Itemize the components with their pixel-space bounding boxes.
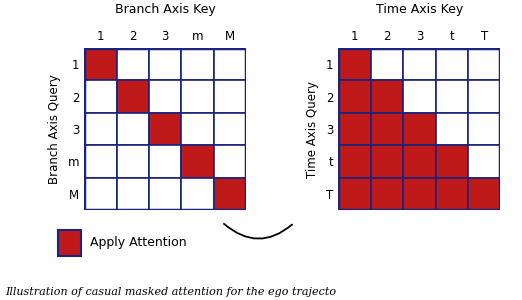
Bar	[149, 80, 182, 113]
Bar	[116, 113, 149, 145]
Title: Time Axis Key: Time Axis Key	[376, 4, 463, 16]
Bar	[149, 178, 182, 210]
Bar	[84, 145, 116, 178]
Bar	[116, 178, 149, 210]
Bar	[468, 145, 501, 178]
Bar	[403, 48, 436, 80]
Bar	[182, 48, 214, 80]
Bar	[182, 145, 214, 178]
Bar	[371, 145, 403, 178]
Title: Branch Axis Key: Branch Axis Key	[115, 4, 216, 16]
Bar	[84, 178, 116, 210]
Bar	[214, 80, 246, 113]
Bar	[214, 113, 246, 145]
Bar	[468, 113, 501, 145]
Bar	[84, 80, 116, 113]
Bar	[403, 113, 436, 145]
Bar	[84, 48, 116, 80]
Bar	[214, 48, 246, 80]
Bar	[182, 178, 214, 210]
Bar	[338, 113, 371, 145]
Bar	[371, 48, 403, 80]
Bar	[149, 145, 182, 178]
Bar	[436, 145, 468, 178]
Bar	[84, 113, 116, 145]
Text: Illustration of casual masked attention for the ego trajecto: Illustration of casual masked attention …	[5, 287, 336, 297]
Bar	[116, 48, 149, 80]
Bar	[371, 178, 403, 210]
Bar	[468, 48, 501, 80]
Bar	[338, 145, 371, 178]
Bar	[468, 80, 501, 113]
Bar	[468, 178, 501, 210]
Bar	[338, 48, 371, 80]
Bar	[371, 113, 403, 145]
Bar	[403, 178, 436, 210]
Bar	[149, 113, 182, 145]
Bar	[436, 48, 468, 80]
Bar	[149, 48, 182, 80]
Bar	[214, 145, 246, 178]
Bar	[403, 145, 436, 178]
Bar	[371, 80, 403, 113]
Y-axis label: Branch Axis Query: Branch Axis Query	[48, 74, 61, 184]
Y-axis label: Time Axis Query: Time Axis Query	[306, 80, 319, 178]
Bar	[436, 80, 468, 113]
Bar	[338, 178, 371, 210]
Bar	[338, 80, 371, 113]
Bar	[403, 80, 436, 113]
Bar	[182, 80, 214, 113]
Bar	[436, 113, 468, 145]
Text: Apply Attention: Apply Attention	[90, 236, 186, 249]
Bar	[182, 113, 214, 145]
Bar	[58, 230, 81, 256]
Bar	[214, 178, 246, 210]
Bar	[116, 145, 149, 178]
Bar	[436, 178, 468, 210]
Bar	[116, 80, 149, 113]
